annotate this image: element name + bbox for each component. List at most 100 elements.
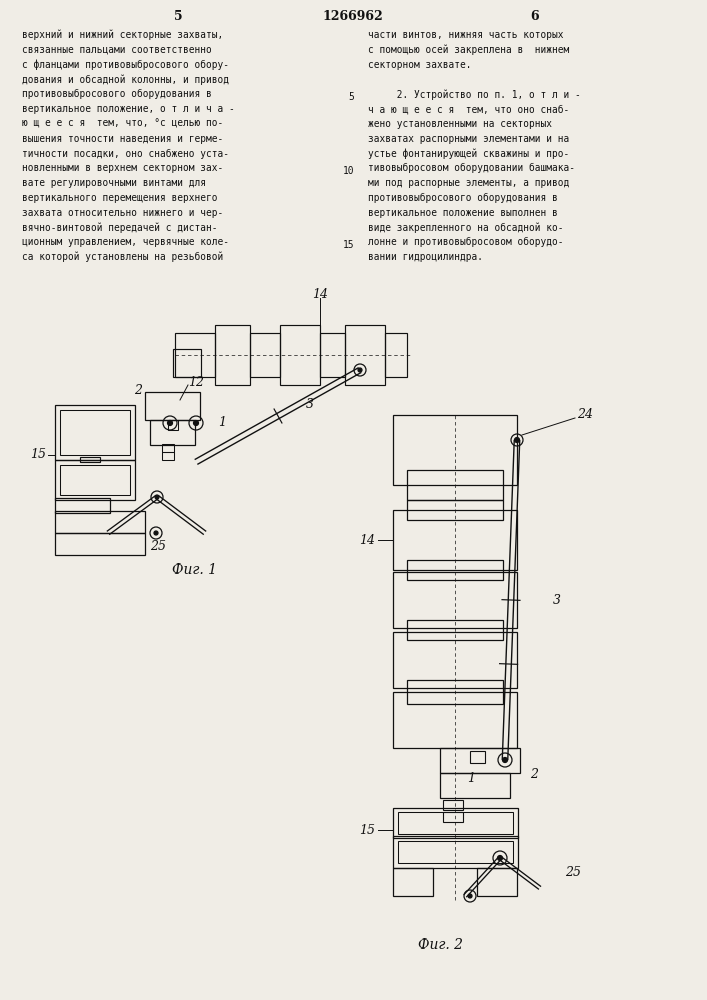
Bar — [393, 868, 433, 896]
Text: 6: 6 — [531, 9, 539, 22]
Bar — [150, 420, 195, 445]
Bar — [440, 748, 520, 773]
Bar — [393, 572, 517, 628]
Bar — [407, 680, 503, 704]
Text: ционным управлением, червячные коле-: ционным управлением, червячные коле- — [22, 237, 229, 247]
Text: 25: 25 — [150, 540, 166, 554]
Bar — [173, 349, 201, 377]
Bar — [407, 470, 503, 500]
Bar — [145, 392, 200, 420]
Text: 12: 12 — [188, 375, 204, 388]
Text: 3: 3 — [553, 593, 561, 606]
Text: 15: 15 — [359, 824, 375, 836]
Circle shape — [194, 420, 199, 426]
Text: вертикального перемещения верхнего: вертикального перемещения верхнего — [22, 193, 218, 203]
Bar — [250, 333, 280, 377]
Text: 14: 14 — [312, 288, 328, 302]
Bar — [55, 405, 135, 460]
Text: 2: 2 — [134, 383, 142, 396]
Text: тичности посадки, оно снабжено уста-: тичности посадки, оно снабжено уста- — [22, 148, 229, 159]
Bar — [393, 692, 517, 748]
Bar — [280, 325, 320, 385]
Text: 14: 14 — [359, 534, 375, 546]
Text: 5: 5 — [174, 9, 182, 22]
Text: 2: 2 — [530, 768, 538, 782]
Bar — [80, 457, 100, 462]
Bar — [393, 415, 517, 485]
Text: 15: 15 — [30, 448, 46, 462]
Text: секторном захвате.: секторном захвате. — [368, 60, 472, 70]
Bar — [443, 812, 463, 822]
Bar — [470, 751, 485, 763]
Text: захватах распорными элементами и на: захватах распорными элементами и на — [368, 134, 569, 144]
Text: жено установленными на секторных: жено установленными на секторных — [368, 119, 552, 129]
Text: с фланцами противовыбросового обору-: с фланцами противовыбросового обору- — [22, 60, 229, 70]
Text: 24: 24 — [577, 408, 593, 422]
Bar — [320, 333, 345, 377]
Text: ми под распорные элементы, а привод: ми под распорные элементы, а привод — [368, 178, 569, 188]
Bar — [345, 325, 385, 385]
Bar — [393, 510, 517, 570]
Text: вышения точности наведения и герме-: вышения точности наведения и герме- — [22, 134, 223, 144]
Text: 1266962: 1266962 — [322, 9, 383, 22]
Text: 15: 15 — [342, 240, 354, 250]
Text: вертикальное положение, о т л и ч а -: вертикальное положение, о т л и ч а - — [22, 104, 235, 114]
Text: устье фонтанирующей скважины и про-: устье фонтанирующей скважины и про- — [368, 148, 569, 159]
Text: с помощью осей закреплена в  нижнем: с помощью осей закреплена в нижнем — [368, 45, 569, 55]
Bar — [398, 812, 513, 834]
Text: связанные пальцами соответственно: связанные пальцами соответственно — [22, 45, 212, 55]
Text: 25: 25 — [565, 866, 581, 880]
Text: Фиг. 1: Фиг. 1 — [173, 563, 218, 577]
Bar — [407, 560, 503, 580]
Text: 2. Устройство по п. 1, о т л и -: 2. Устройство по п. 1, о т л и - — [368, 89, 580, 100]
Bar — [60, 410, 130, 455]
Bar — [55, 511, 145, 533]
Circle shape — [358, 368, 362, 372]
Bar — [477, 868, 517, 896]
Bar — [55, 460, 135, 500]
Text: 10: 10 — [342, 166, 354, 176]
Text: вячно-винтовой передачей с дистан-: вячно-винтовой передачей с дистан- — [22, 222, 218, 233]
Circle shape — [503, 758, 508, 762]
Bar — [168, 420, 178, 430]
Circle shape — [515, 438, 520, 442]
Circle shape — [155, 495, 159, 499]
Bar — [162, 444, 174, 452]
Bar — [407, 620, 503, 640]
Circle shape — [498, 856, 503, 860]
Text: 1: 1 — [467, 772, 475, 784]
Circle shape — [168, 420, 173, 426]
Bar — [215, 325, 250, 385]
Bar — [393, 632, 517, 688]
Bar — [440, 773, 510, 798]
Bar — [393, 808, 518, 838]
Bar — [55, 533, 145, 555]
Bar — [443, 800, 463, 810]
Text: противовыбросового оборудования в: противовыбросового оборудования в — [368, 193, 558, 203]
Bar — [162, 452, 174, 460]
Text: са которой установлены на резьбовой: са которой установлены на резьбовой — [22, 252, 223, 262]
Text: противовыбросового оборудования в: противовыбросового оборудования в — [22, 89, 212, 99]
Text: 3: 3 — [306, 398, 314, 412]
Bar — [175, 333, 215, 377]
Text: тивовыбросовом оборудовании башмака-: тивовыбросовом оборудовании башмака- — [368, 163, 575, 173]
Text: вате регулировочными винтами для: вате регулировочными винтами для — [22, 178, 206, 188]
Text: 1: 1 — [218, 416, 226, 428]
Text: дования и обсадной колонны, и привод: дования и обсадной колонны, и привод — [22, 74, 229, 85]
Text: вертикальное положение выполнен в: вертикальное положение выполнен в — [368, 208, 558, 218]
Text: 5: 5 — [349, 92, 354, 102]
Circle shape — [468, 894, 472, 898]
Text: ч а ю щ е е с я  тем, что оно снаб-: ч а ю щ е е с я тем, что оно снаб- — [368, 104, 569, 114]
Text: новленными в верхнем секторном зах-: новленными в верхнем секторном зах- — [22, 163, 223, 173]
Text: верхний и нижний секторные захваты,: верхний и нижний секторные захваты, — [22, 30, 223, 40]
Circle shape — [154, 531, 158, 535]
Bar — [393, 836, 518, 868]
Text: части винтов, нижняя часть которых: части винтов, нижняя часть которых — [368, 30, 563, 40]
Text: ю щ е е с я  тем, что, °с целью по-: ю щ е е с я тем, что, °с целью по- — [22, 119, 223, 129]
Bar — [60, 465, 130, 495]
Text: захвата относительно нижнего и чер-: захвата относительно нижнего и чер- — [22, 208, 223, 218]
Bar — [407, 500, 503, 520]
Bar — [385, 333, 407, 377]
Text: лонне и противовыбросовом оборудо-: лонне и противовыбросовом оборудо- — [368, 237, 563, 247]
Text: вании гидроцилиндра.: вании гидроцилиндра. — [368, 252, 483, 262]
